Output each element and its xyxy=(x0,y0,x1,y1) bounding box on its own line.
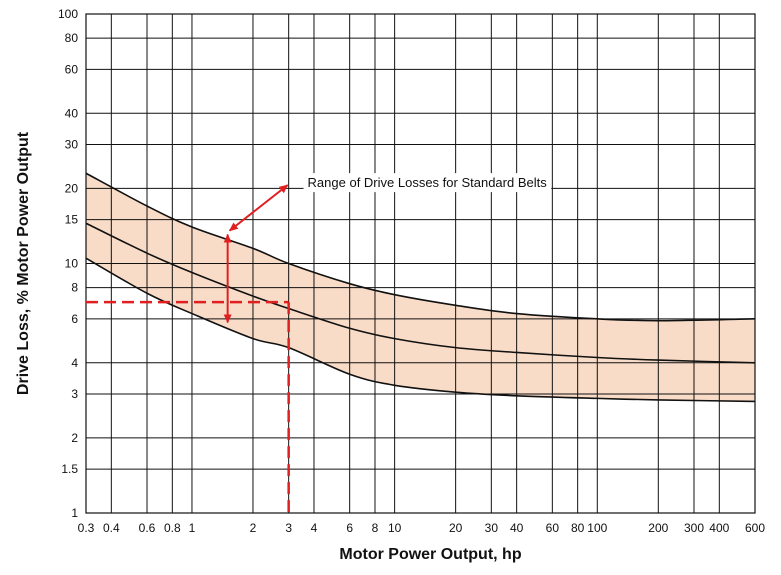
loss-curve-2 xyxy=(85,222,756,364)
loss-range-band-layer xyxy=(86,173,755,402)
x-tick-label: 8 xyxy=(372,521,379,535)
x-tick-label: 2 xyxy=(250,521,257,535)
y-tick-label: 60 xyxy=(65,62,79,76)
y-axis-title: Drive Loss, % Motor Power Output xyxy=(15,131,32,395)
x-tick-label: 0.4 xyxy=(103,521,120,535)
y-tick-label: 1 xyxy=(71,506,78,520)
x-tick-label: 30 xyxy=(485,521,499,535)
y-tick-label: 1.5 xyxy=(61,462,78,476)
y-tick-label: 2 xyxy=(71,431,78,445)
x-tick-label: 6 xyxy=(346,521,353,535)
plot-frame xyxy=(85,13,756,514)
y-tick-label: 8 xyxy=(71,281,78,295)
y-tick-label: 3 xyxy=(71,387,78,401)
y-tick-label: 10 xyxy=(65,257,79,271)
curve-layer xyxy=(85,172,756,403)
x-tick-label: 1 xyxy=(189,521,196,535)
x-tick-label: 60 xyxy=(546,521,560,535)
x-tick-label: 0.3 xyxy=(78,521,95,535)
annotation-label-background xyxy=(303,173,552,193)
x-tick-label: 80 xyxy=(571,521,585,535)
y-tick-label: 100 xyxy=(58,7,78,21)
loss-curve-1 xyxy=(85,172,756,322)
y-tick-label: 15 xyxy=(65,213,79,227)
x-tick-label: 40 xyxy=(510,521,524,535)
x-tick-label: 300 xyxy=(684,521,704,535)
x-tick-label: 100 xyxy=(587,521,607,535)
loss-range-band xyxy=(86,173,755,402)
y-tick-label: 4 xyxy=(71,356,78,370)
x-tick-label: 10 xyxy=(388,521,402,535)
x-tick-label: 400 xyxy=(709,521,729,535)
tick-label-layer: 0.3 0.4 0.6 0.8 1 2 3 4 6 8 10 20 30 40 60 80 100 200 300 4… xyxy=(58,7,765,535)
annotation-arrow xyxy=(228,184,289,232)
x-tick-label: 0.8 xyxy=(164,521,181,535)
y-tick-label: 40 xyxy=(65,106,79,120)
annotation-layer: Range of Drive Losses for Standard Belts xyxy=(303,173,552,193)
x-tick-label: 200 xyxy=(648,521,668,535)
y-tick-label: 20 xyxy=(65,181,79,195)
x-axis-title: Motor Power Output, hp xyxy=(339,546,521,563)
x-tick-label: 600 xyxy=(745,521,765,535)
grid-layer xyxy=(85,13,756,514)
loss-curve-3 xyxy=(85,257,756,403)
y-tick-label: 80 xyxy=(65,31,79,45)
range-annotation-label: Range of Drive Losses for Standard Belts xyxy=(308,175,548,190)
reading-marker-layer xyxy=(86,184,290,513)
x-tick-label: 20 xyxy=(449,521,463,535)
x-tick-label: 3 xyxy=(285,521,292,535)
y-tick-label: 6 xyxy=(71,312,78,326)
x-tick-label: 4 xyxy=(311,521,318,535)
x-tick-label: 0.6 xyxy=(139,521,156,535)
y-tick-label: 30 xyxy=(65,137,79,151)
